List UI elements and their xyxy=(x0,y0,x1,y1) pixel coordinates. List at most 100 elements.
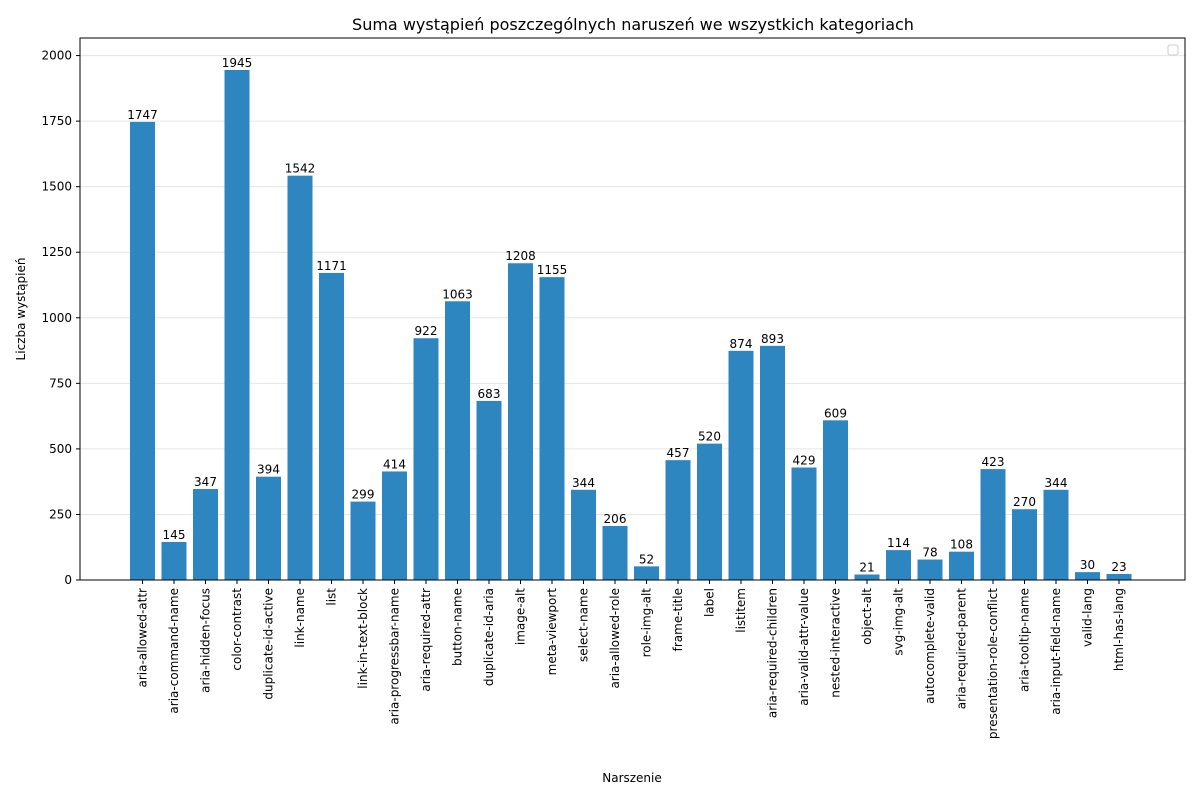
data-label: 394 xyxy=(257,463,280,477)
y-tick-label: 500 xyxy=(49,442,72,456)
data-label: 145 xyxy=(163,528,186,542)
y-tick-label: 1250 xyxy=(41,245,72,259)
bar-nested-interactive xyxy=(823,420,848,580)
x-tick-label: aria-allowed-attr xyxy=(136,588,150,688)
x-tick-label: link-in-text-block xyxy=(356,588,370,689)
bars xyxy=(130,69,1132,581)
bar-aria-allowed-role xyxy=(602,525,628,580)
data-label: 108 xyxy=(950,538,973,552)
x-tick-label: valid-lang xyxy=(1081,588,1095,647)
bar-aria-tooltip-name xyxy=(1012,509,1037,580)
bar-color-contrast xyxy=(224,69,250,580)
data-label: 52 xyxy=(639,552,654,566)
data-label: 299 xyxy=(352,488,375,502)
x-tick-label: select-name xyxy=(577,588,591,662)
x-tick-label: frame-title xyxy=(671,588,685,651)
data-label: 1063 xyxy=(442,287,473,301)
x-tick-label: button-name xyxy=(451,588,465,666)
data-label: 30 xyxy=(1080,558,1095,572)
x-tick-label: aria-required-children xyxy=(766,588,780,718)
bar-duplicate-id-aria xyxy=(476,400,502,580)
x-tick-label: aria-valid-attr-value xyxy=(797,588,811,706)
data-label: 114 xyxy=(887,536,910,550)
data-label: 344 xyxy=(572,476,595,490)
x-tick-label: aria-tooltip-name xyxy=(1018,588,1032,692)
data-label: 270 xyxy=(1013,495,1036,509)
legend-box xyxy=(1167,44,1179,56)
data-label: 1208 xyxy=(505,249,536,263)
x-tick-label: aria-progressbar-name xyxy=(388,588,402,725)
x-tick-label: aria-required-parent xyxy=(955,588,969,710)
data-label: 21 xyxy=(859,560,874,574)
x-tick-label: aria-required-attr xyxy=(419,588,433,692)
y-tick-label: 2000 xyxy=(41,49,72,63)
bar-valid-lang xyxy=(1075,572,1100,580)
data-label: 893 xyxy=(761,332,784,346)
data-label: 78 xyxy=(922,546,937,560)
data-label: 23 xyxy=(1111,560,1126,574)
data-label: 1542 xyxy=(285,162,316,176)
bar-aria-progressbar-name xyxy=(382,471,407,580)
data-label: 520 xyxy=(698,430,721,444)
data-labels: 1747 145 347 1945 394 1542 1171 299 414 922 1063 68… xyxy=(127,56,1126,575)
x-tick-label: meta-viewport xyxy=(545,588,559,676)
bar-aria-input-field-name xyxy=(1043,489,1069,580)
bar-object-alt xyxy=(854,574,880,580)
data-label: 457 xyxy=(667,446,690,460)
x-tick-label: svg-img-alt xyxy=(892,588,906,656)
y-tick-label: 250 xyxy=(49,507,72,521)
bar-presentation-role-conflict xyxy=(980,469,1006,580)
x-tick-label: link-name xyxy=(293,588,307,648)
data-label: 429 xyxy=(793,454,816,468)
x-axis-ticks: aria-allowed-attr aria-command-name aria-h… xyxy=(136,580,1126,739)
bar-meta-viewport xyxy=(539,277,565,580)
x-tick-label: label xyxy=(703,588,717,617)
bar-image-alt xyxy=(508,263,533,580)
bar-html-has-lang xyxy=(1106,573,1132,580)
bar-button-name xyxy=(445,301,470,580)
bar-aria-allowed-attr xyxy=(130,121,155,580)
data-label: 344 xyxy=(1045,476,1068,490)
bar-label xyxy=(697,443,722,580)
bar-link-in-text-block xyxy=(350,501,376,580)
y-tick-label: 1750 xyxy=(41,114,72,128)
x-tick-label: duplicate-id-aria xyxy=(482,588,496,686)
data-label: 683 xyxy=(478,387,501,401)
data-label: 1945 xyxy=(222,56,253,70)
y-tick-label: 1000 xyxy=(41,311,72,325)
data-label: 874 xyxy=(730,337,753,351)
bar-aria-required-attr xyxy=(413,338,439,580)
bar-list xyxy=(319,272,344,580)
x-tick-label: html-has-lang xyxy=(1112,588,1126,671)
bar-autocomplete-valid xyxy=(917,559,943,580)
x-tick-label: role-img-alt xyxy=(640,588,654,658)
bar-role-img-alt xyxy=(634,566,659,580)
bar-aria-hidden-focus xyxy=(193,489,218,580)
y-tick-label: 0 xyxy=(64,573,72,587)
x-tick-label: aria-input-field-name xyxy=(1049,588,1063,715)
x-tick-label: aria-hidden-focus xyxy=(199,588,213,693)
y-tick-label: 1500 xyxy=(41,180,72,194)
data-label: 1171 xyxy=(316,259,347,273)
bar-svg-img-alt xyxy=(886,550,911,580)
data-label: 1155 xyxy=(537,263,568,277)
y-axis-ticks: 0 250 500 750 1000 1250 1500 1750 2000 xyxy=(41,49,80,587)
data-label: 414 xyxy=(383,457,406,471)
bar-listitem xyxy=(728,350,754,580)
data-label: 922 xyxy=(415,324,438,338)
bar-aria-required-children xyxy=(760,345,785,580)
data-label: 609 xyxy=(824,406,847,420)
plot-frame xyxy=(79,37,1186,581)
data-label: 1747 xyxy=(127,108,158,122)
bar-select-name xyxy=(571,489,596,580)
x-tick-label: presentation-role-conflict xyxy=(986,588,1000,739)
data-label: 206 xyxy=(604,512,627,526)
chart-title: Suma wystąpień poszczególnych naruszeń w… xyxy=(352,15,914,34)
bar-duplicate-id-active xyxy=(256,476,281,580)
x-tick-label: aria-command-name xyxy=(167,588,181,714)
x-tick-label: autocomplete-valid xyxy=(923,588,937,704)
bar-link-name xyxy=(287,175,313,581)
x-tick-label: listitem xyxy=(734,588,748,633)
data-label: 347 xyxy=(194,475,217,489)
